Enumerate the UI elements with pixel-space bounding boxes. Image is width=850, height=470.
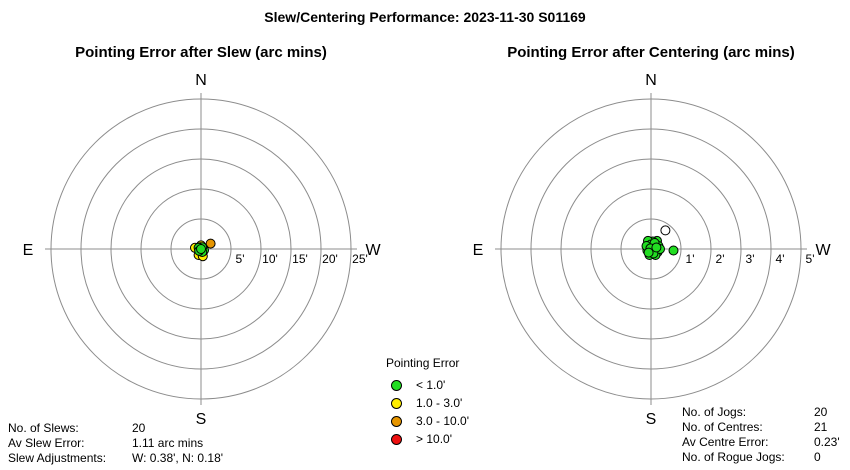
centre-point — [668, 245, 679, 256]
centre-plot — [495, 93, 807, 405]
slew-compass-n: N — [195, 72, 207, 89]
slew-stat-value: 20 — [132, 421, 146, 435]
centre-point — [660, 225, 671, 236]
centre-ring-label-5: 5' — [806, 252, 815, 266]
slew-stat-row: No. of Slews: 20 — [8, 421, 223, 436]
centre-compass-s: S — [646, 411, 657, 428]
centre-stat-value: 0 — [814, 450, 821, 464]
centre-stat-row: No. of Jogs: 20 — [682, 405, 840, 420]
centre-stat-value: 21 — [814, 420, 828, 434]
slew-ring-label-1: 5' — [236, 252, 245, 266]
centre-compass-n: N — [645, 72, 657, 89]
slew-compass-s: S — [196, 411, 207, 428]
slew-stat-value: 1.11 arc mins — [132, 436, 204, 450]
slew-point — [205, 238, 216, 249]
slew-compass-e: E — [23, 242, 34, 259]
centre-ring-label-1: 1' — [686, 252, 695, 266]
legend-swatch — [391, 379, 402, 391]
legend-item: 1.0 - 3.0' — [386, 394, 469, 412]
legend-item: < 1.0' — [386, 376, 469, 394]
centre-chart-title: Pointing Error after Centering (arc mins… — [507, 44, 795, 61]
centre-compass-w: W — [815, 242, 831, 259]
slew-stat-label: Slew Adjustments: — [8, 451, 107, 465]
centre-ring-label-2: 2' — [716, 252, 725, 266]
slew-ring-label-2: 10' — [262, 252, 278, 266]
centre-ring-label-4: 4' — [776, 252, 785, 266]
slew-ring-label-3: 15' — [292, 252, 308, 266]
legend-label: 1.0 - 3.0' — [416, 396, 463, 410]
centre-stat-label: No. of Jogs: — [682, 405, 747, 419]
centre-stat-row: Av Centre Error: 0.23' — [682, 435, 840, 450]
slew-stat-row: Av Slew Error: 1.11 arc mins — [8, 436, 223, 451]
centre-compass-e: E — [473, 242, 484, 259]
legend-item: > 10.0' — [386, 430, 469, 448]
slew-chart-title: Pointing Error after Slew (arc mins) — [75, 44, 327, 61]
centre-ring-label-3: 3' — [746, 252, 755, 266]
centre-stat-value: 0.23' — [814, 435, 840, 449]
legend-swatch — [391, 397, 402, 409]
legend-label: 3.0 - 10.0' — [416, 414, 469, 428]
centre-stat-label: No. of Centres: — [682, 420, 763, 434]
legend: Pointing Error < 1.0' 1.0 - 3.0' 3.0 - 10.… — [386, 356, 469, 448]
centre-stats: No. of Jogs: 20 No. of Centres: 21 Av Centre… — [682, 405, 840, 465]
legend-swatch — [391, 433, 402, 445]
centre-stat-row: No. of Rogue Jogs: 0 — [682, 450, 840, 465]
legend-title: Pointing Error — [386, 356, 460, 370]
centre-point — [651, 242, 662, 253]
slew-stat-label: Av Slew Error: — [8, 436, 85, 450]
slew-stats: No. of Slews: 20 Av Slew Error: 1.11 arc mi… — [8, 421, 223, 466]
centre-point — [643, 247, 654, 258]
centre-stat-label: Av Centre Error: — [682, 435, 769, 449]
slew-stat-value: W: 0.38', N: 0.18' — [132, 451, 224, 465]
slew-compass-w: W — [365, 242, 381, 259]
slew-stat-label: No. of Slews: — [8, 421, 79, 435]
slew-stat-row: Slew Adjustments: W: 0.38', N: 0.18' — [8, 451, 223, 466]
centre-stat-label: No. of Rogue Jogs: — [682, 450, 785, 464]
centre-stat-value: 20 — [814, 405, 828, 419]
slew-point — [196, 244, 206, 254]
slew-plot — [45, 93, 357, 405]
legend-item: 3.0 - 10.0' — [386, 412, 469, 430]
legend-label: > 10.0' — [416, 432, 452, 446]
legend-swatch — [391, 415, 402, 427]
legend-label: < 1.0' — [416, 378, 446, 392]
centre-stat-row: No. of Centres: 21 — [682, 420, 840, 435]
page-title: Slew/Centering Performance: 2023-11-30 S… — [264, 9, 586, 25]
slew-ring-label-5: 25' — [352, 252, 368, 266]
slew-ring-label-4: 20' — [322, 252, 338, 266]
